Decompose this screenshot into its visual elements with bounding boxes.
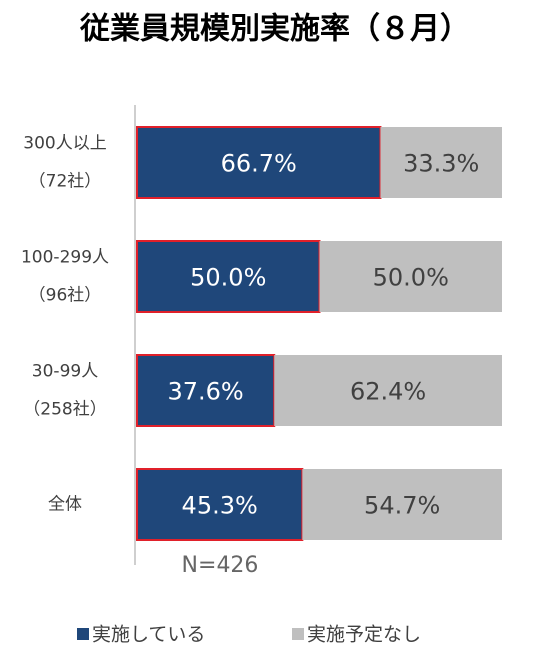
- legend-swatch: [77, 628, 89, 640]
- bar: [319, 241, 502, 312]
- y-tick-label: （258社）: [23, 400, 106, 420]
- value-label: 33.3%: [403, 150, 479, 178]
- value-label: 54.7%: [364, 492, 440, 520]
- bar: [274, 355, 502, 426]
- y-tick-label: （96社）: [29, 286, 102, 306]
- bar: [380, 127, 502, 198]
- y-tick-label: 100-299人: [21, 248, 109, 268]
- bar: [302, 469, 502, 540]
- value-label: 66.7%: [221, 150, 297, 178]
- legend-label: 実施予定なし: [307, 624, 421, 646]
- y-tick-label: 全体: [48, 495, 82, 515]
- chart-title: 従業員規模別実施率（８月）: [79, 12, 470, 47]
- bar: [136, 354, 276, 427]
- value-label: 62.4%: [350, 378, 426, 406]
- value-label: 50.0%: [190, 264, 266, 292]
- annotation: N=426: [182, 553, 259, 578]
- y-tick-label: 30-99人: [32, 362, 98, 382]
- bar: [136, 468, 304, 541]
- legend-swatch: [292, 628, 304, 640]
- y-tick-label: （72社）: [29, 172, 102, 192]
- legend-label: 実施している: [92, 624, 205, 646]
- value-label: 45.3%: [182, 492, 258, 520]
- y-tick-label: 300人以上: [23, 134, 106, 154]
- value-label: 37.6%: [167, 378, 243, 406]
- value-label: 50.0%: [373, 264, 449, 292]
- bar: [136, 240, 321, 313]
